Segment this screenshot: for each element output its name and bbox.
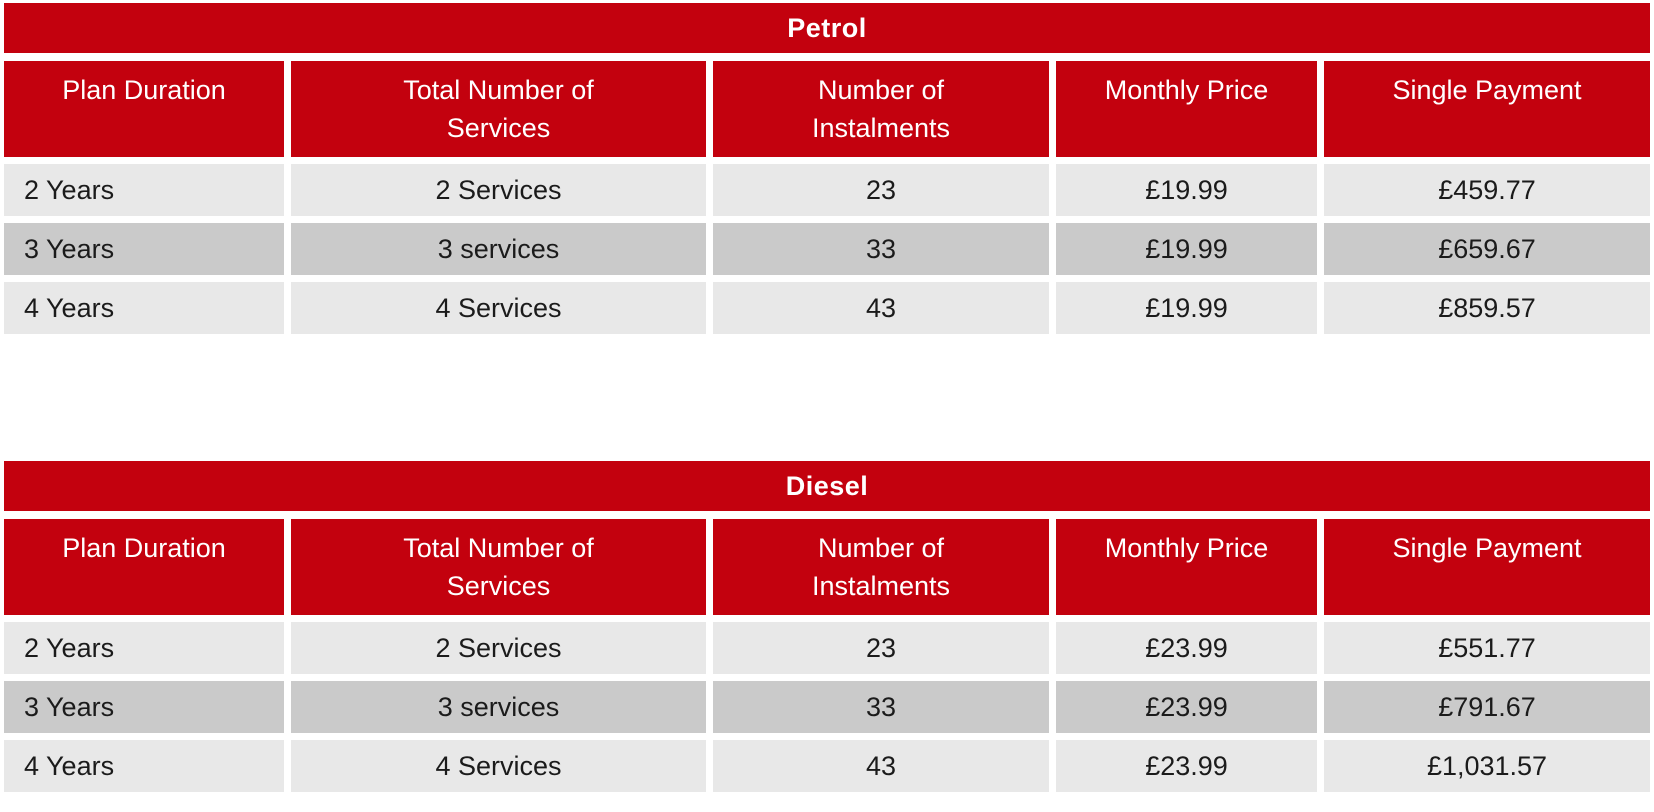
petrol-table: Petrol Plan Duration Total Number of Ser… bbox=[4, 0, 1650, 334]
table-cell-plan-duration: 4 Years bbox=[4, 282, 284, 334]
table-cell-single-payment: £859.57 bbox=[1324, 282, 1650, 334]
table-row: 2 Years 2 Services 23 £19.99 £459.77 bbox=[4, 164, 1650, 216]
column-header-plan-duration: Plan Duration bbox=[4, 519, 284, 615]
table-cell-plan-duration: 3 Years bbox=[4, 223, 284, 275]
table-cell-plan-duration: 4 Years bbox=[4, 740, 284, 792]
table-cell-single-payment: £659.67 bbox=[1324, 223, 1650, 275]
petrol-title-bar: Petrol bbox=[4, 3, 1650, 53]
table-title: Diesel bbox=[785, 470, 869, 501]
table-cell-plan-duration: 3 Years bbox=[4, 681, 284, 733]
table-row: 3 Years 3 services 33 £23.99 £791.67 bbox=[4, 681, 1650, 733]
table-cell-plan-duration: 2 Years bbox=[4, 622, 284, 674]
table-cell-total-services: 3 services bbox=[291, 223, 706, 275]
table-cell-total-services: 3 services bbox=[291, 681, 706, 733]
table-row: 4 Years 4 Services 43 £19.99 £859.57 bbox=[4, 282, 1650, 334]
column-header-monthly-price: Monthly Price bbox=[1056, 61, 1317, 157]
table-cell-instalments: 43 bbox=[713, 740, 1049, 792]
table-cell-total-services: 2 Services bbox=[291, 622, 706, 674]
column-header-monthly-price: Monthly Price bbox=[1056, 519, 1317, 615]
table-cell-plan-duration: 2 Years bbox=[4, 164, 284, 216]
table-cell-instalments: 43 bbox=[713, 282, 1049, 334]
table-cell-instalments: 23 bbox=[713, 622, 1049, 674]
table-cell-monthly-price: £19.99 bbox=[1056, 164, 1317, 216]
diesel-header-row: Plan Duration Total Number of Services N… bbox=[4, 519, 1650, 615]
table-cell-total-services: 4 Services bbox=[291, 282, 706, 334]
table-cell-single-payment: £459.77 bbox=[1324, 164, 1650, 216]
diesel-title-bar: Diesel bbox=[4, 461, 1650, 511]
column-header-total-services: Total Number of Services bbox=[291, 519, 706, 615]
table-cell-instalments: 23 bbox=[713, 164, 1049, 216]
table-row: 2 Years 2 Services 23 £23.99 £551.77 bbox=[4, 622, 1650, 674]
column-header-single-payment: Single Payment bbox=[1324, 519, 1650, 615]
table-cell-total-services: 2 Services bbox=[291, 164, 706, 216]
table-cell-monthly-price: £23.99 bbox=[1056, 622, 1317, 674]
table-cell-single-payment: £1,031.57 bbox=[1324, 740, 1650, 792]
table-cell-instalments: 33 bbox=[713, 681, 1049, 733]
table-row: 4 Years 4 Services 43 £23.99 £1,031.57 bbox=[4, 740, 1650, 792]
table-cell-instalments: 33 bbox=[713, 223, 1049, 275]
column-header-total-services: Total Number of Services bbox=[291, 61, 706, 157]
table-cell-monthly-price: £19.99 bbox=[1056, 223, 1317, 275]
table-cell-total-services: 4 Services bbox=[291, 740, 706, 792]
column-header-instalments: Number of Instalments bbox=[713, 61, 1049, 157]
column-header-single-payment: Single Payment bbox=[1324, 61, 1650, 157]
diesel-table: Diesel Plan Duration Total Number of Ser… bbox=[4, 461, 1650, 792]
table-cell-single-payment: £791.67 bbox=[1324, 681, 1650, 733]
table-title: Petrol bbox=[787, 12, 867, 43]
column-header-instalments: Number of Instalments bbox=[713, 519, 1049, 615]
table-cell-single-payment: £551.77 bbox=[1324, 622, 1650, 674]
table-cell-monthly-price: £23.99 bbox=[1056, 681, 1317, 733]
table-cell-monthly-price: £23.99 bbox=[1056, 740, 1317, 792]
table-cell-monthly-price: £19.99 bbox=[1056, 282, 1317, 334]
table-row: 3 Years 3 services 33 £19.99 £659.67 bbox=[4, 223, 1650, 275]
column-header-plan-duration: Plan Duration bbox=[4, 61, 284, 157]
petrol-header-row: Plan Duration Total Number of Services N… bbox=[4, 61, 1650, 157]
